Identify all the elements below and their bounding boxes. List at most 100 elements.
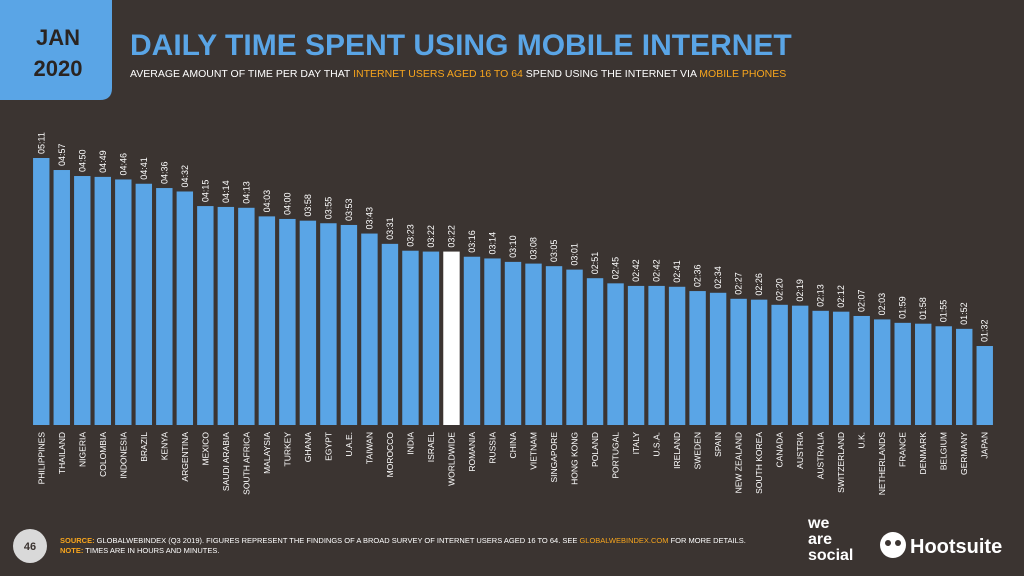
hootsuite-eye <box>885 540 891 546</box>
category-label: RUSSIA <box>487 432 497 464</box>
value-label: 03:05 <box>549 240 559 263</box>
value-label: 02:42 <box>631 259 641 282</box>
category-label: CHINA <box>508 432 518 459</box>
bar <box>258 216 276 425</box>
hootsuite-eye <box>895 540 901 546</box>
value-label: 03:01 <box>570 243 580 266</box>
bar <box>935 326 952 425</box>
value-label: 04:36 <box>159 162 169 185</box>
value-label: 01:52 <box>959 302 969 325</box>
category-label: MALAYSIA <box>262 432 272 474</box>
value-label: 02:41 <box>672 260 682 283</box>
value-label: 04:50 <box>77 149 87 172</box>
bar <box>422 251 440 425</box>
logo-text: are <box>808 531 832 548</box>
bar <box>812 310 829 425</box>
title: DAILY TIME SPENT USING MOBILE INTERNET <box>130 29 792 62</box>
category-label: ARGENTINA <box>180 432 190 482</box>
value-label: 04:49 <box>98 150 108 173</box>
text-part: MOBILE PHONES <box>699 68 786 80</box>
category-label: SINGAPORE <box>549 432 559 483</box>
value-label: 04:57 <box>57 143 67 166</box>
value-label: 04:03 <box>262 190 272 213</box>
category-label: VIETNAM <box>529 432 539 470</box>
logo-text: we <box>807 515 829 532</box>
year: 2020 <box>34 56 83 81</box>
bar <box>607 283 624 425</box>
bar <box>545 266 563 425</box>
bar <box>976 346 993 425</box>
value-label: 02:34 <box>713 266 723 289</box>
value-label: 01:59 <box>898 296 908 319</box>
bar <box>135 183 153 425</box>
category-label: COLOMBIA <box>98 432 108 477</box>
value-label: 04:32 <box>180 165 190 188</box>
bar <box>115 179 132 425</box>
category-label: SAUDI ARABIA <box>221 432 231 491</box>
bar <box>771 304 788 425</box>
category-label: TURKEY <box>282 432 292 467</box>
bar <box>853 315 870 425</box>
value-label: 04:46 <box>118 153 128 176</box>
text-part: TIMES ARE IN HOURS AND MINUTES. <box>83 546 219 555</box>
bar <box>176 191 194 425</box>
category-label: INDIA <box>405 432 415 455</box>
value-label: 04:13 <box>241 181 251 204</box>
value-label: 03:55 <box>323 197 333 220</box>
value-label: 03:22 <box>446 225 456 248</box>
category-label: GERMANY <box>959 432 969 475</box>
bar <box>956 328 973 425</box>
text-part: GLOBALWEBINDEX.COM <box>579 536 668 545</box>
bar <box>340 224 358 425</box>
logo-text: social <box>808 547 853 564</box>
bar <box>299 220 317 425</box>
category-label: WORLDWIDE <box>446 432 456 486</box>
text-part: NOTE: <box>60 546 83 555</box>
bar <box>689 291 706 425</box>
bar <box>525 263 542 425</box>
value-label: 03:10 <box>508 235 518 258</box>
category-label: AUSTRIA <box>795 432 805 469</box>
bar <box>320 223 337 425</box>
category-label: CANADA <box>775 432 785 468</box>
category-label: IRELAND <box>672 432 682 469</box>
value-label: 03:16 <box>467 230 477 253</box>
value-label: 05:11 <box>36 132 46 154</box>
bar <box>463 256 481 425</box>
category-label: U.K. <box>857 432 867 449</box>
bar <box>894 322 911 425</box>
value-label: 02:19 <box>795 279 805 302</box>
category-label: HONG KONG <box>570 432 580 485</box>
category-label: BELGIUM <box>939 432 949 470</box>
bar <box>402 250 419 425</box>
bar <box>791 305 809 425</box>
category-label: INDONESIA <box>118 432 128 479</box>
bar <box>361 233 378 425</box>
bar <box>197 206 214 425</box>
text-part: AVERAGE AMOUNT OF TIME PER DAY THAT <box>130 68 353 80</box>
bar <box>566 269 583 425</box>
value-label: 04:00 <box>282 192 292 215</box>
bar <box>484 258 501 425</box>
page-number: 46 <box>24 541 36 553</box>
bar <box>279 218 296 425</box>
category-label: POLAND <box>590 432 600 467</box>
value-label: 04:15 <box>200 180 210 203</box>
category-label: U.A.E. <box>344 432 354 457</box>
category-label: PHILIPPINES <box>36 432 46 485</box>
value-label: 04:41 <box>139 157 149 180</box>
category-label: GHANA <box>303 432 313 463</box>
month: JAN <box>36 25 80 50</box>
category-label: NEW ZEALAND <box>734 432 744 493</box>
category-label: DENMARK <box>918 432 928 475</box>
bar <box>217 206 235 425</box>
value-label: 02:03 <box>877 293 887 316</box>
bar <box>750 299 768 425</box>
bar <box>648 285 665 425</box>
category-label: NETHERLANDS <box>877 432 887 496</box>
value-label: 02:20 <box>775 278 785 301</box>
value-label: 02:07 <box>857 289 867 312</box>
bar <box>873 319 891 425</box>
bar <box>443 251 460 425</box>
value-label: 01:58 <box>918 297 928 320</box>
